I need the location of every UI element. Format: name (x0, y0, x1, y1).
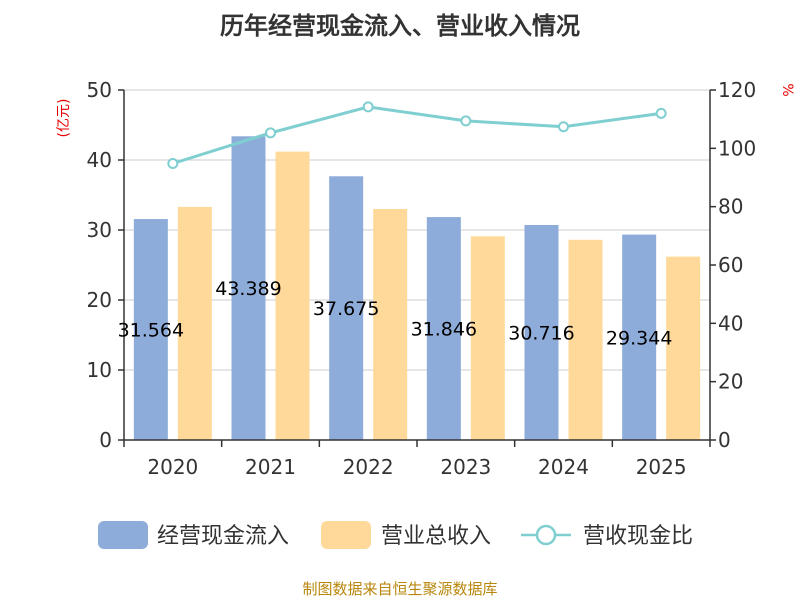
bars (133, 136, 701, 441)
ratio-point (558, 121, 569, 133)
ratio-point (655, 107, 667, 119)
data-label: 29.344 (606, 327, 672, 349)
data-labels: 31.564 43.389 37.675 31.846 30.716 29.344 (118, 278, 673, 349)
bar-revenue (177, 206, 212, 440)
ratio-line (167, 101, 667, 169)
bar-revenue (470, 236, 505, 440)
chart-title: 历年经营现金流入、营业收入情况 (220, 12, 580, 40)
data-label: 30.716 (508, 322, 574, 344)
right-tick-label: 80 (718, 195, 743, 219)
x-tick-label: 2021 (245, 455, 296, 479)
x-tick-label: 2023 (440, 455, 491, 479)
ratio-point (167, 158, 179, 169)
legend: 经营现金流入 营业总收入 营收现金比 (98, 521, 693, 549)
ratio-point (362, 101, 374, 113)
legend-label: 经营现金流入 (157, 524, 289, 549)
x-tick-label: 2025 (636, 455, 687, 479)
right-tick-label: 100 (718, 136, 756, 160)
bar-cash-inflow (426, 217, 461, 440)
axes: 0 10 20 30 40 50 0 20 40 60 80 100 120 2020 2021 2022 20… (87, 78, 757, 479)
source-note: 制图数据来自恒生聚源数据库 (302, 580, 497, 598)
x-tick-label: 2020 (147, 455, 198, 479)
bar-cash-inflow (622, 234, 657, 440)
ratio-point (460, 115, 472, 127)
right-tick-label: 40 (718, 311, 743, 335)
data-label: 43.389 (215, 278, 281, 300)
bar-revenue (568, 239, 603, 440)
data-label: 31.564 (118, 320, 184, 342)
left-tick-label: 50 (87, 78, 112, 102)
left-axis-unit: (亿元) (56, 99, 72, 138)
data-label: 31.846 (411, 319, 477, 341)
right-tick-label: 20 (718, 370, 743, 394)
right-tick-label: 120 (718, 78, 756, 102)
bar-cash-inflow (524, 224, 559, 440)
x-tick-label: 2022 (343, 455, 394, 479)
ratio-line-path (172, 105, 662, 165)
legend-marker (535, 524, 557, 546)
right-tick-label: 60 (718, 253, 743, 277)
legend-label: 营业总收入 (381, 524, 491, 549)
bar-cash-inflow (133, 219, 168, 440)
legend-label: 营收现金比 (583, 524, 693, 549)
bar-cash-inflow (231, 136, 266, 441)
left-tick-label: 0 (99, 428, 112, 452)
ratio-point (265, 127, 276, 139)
left-tick-label: 20 (87, 288, 112, 312)
bar-revenue (275, 151, 310, 440)
x-tick-label: 2024 (538, 455, 589, 479)
left-tick-label: 10 (87, 358, 112, 382)
bar-revenue (373, 209, 408, 440)
left-tick-label: 40 (87, 148, 112, 172)
legend-swatch (321, 521, 371, 549)
left-tick-label: 30 (87, 218, 112, 242)
gridlines (124, 89, 710, 371)
data-label: 37.675 (313, 298, 379, 320)
bar-revenue (666, 256, 701, 440)
right-tick-label: 0 (718, 428, 731, 452)
right-axis-unit: % (779, 83, 795, 96)
bar-cash-inflow (329, 176, 364, 440)
legend-swatch (98, 521, 148, 549)
